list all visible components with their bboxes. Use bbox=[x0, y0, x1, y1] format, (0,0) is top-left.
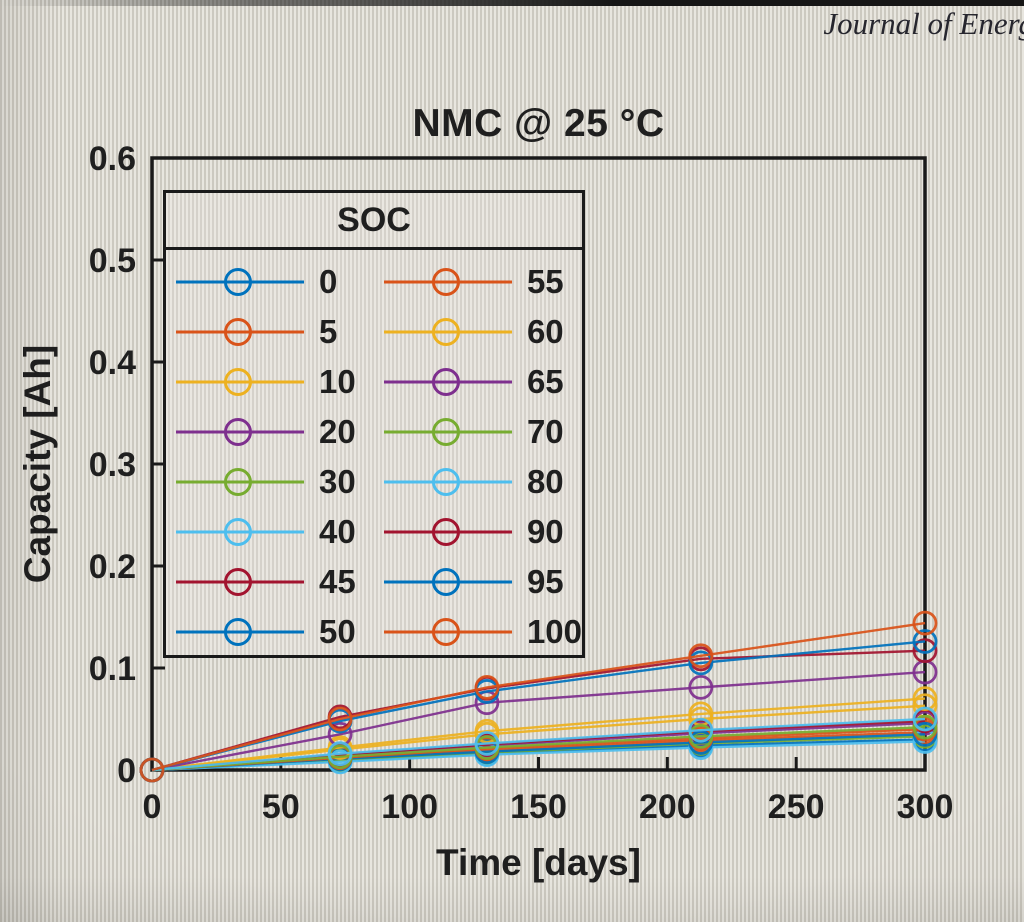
legend-entry-soc-55: 55 bbox=[374, 257, 582, 307]
legend-entry-label: 30 bbox=[319, 463, 356, 500]
data-point-marker-soc-60 bbox=[912, 686, 938, 711]
data-point-marker-soc-70 bbox=[688, 723, 714, 749]
data-point-marker-soc-80 bbox=[688, 717, 714, 743]
legend-line-marker-icon bbox=[383, 518, 512, 546]
legend-entry-soc-70: 70 bbox=[374, 407, 582, 457]
legend-line-marker-icon bbox=[383, 368, 512, 396]
x-tick-label: 100 bbox=[381, 788, 438, 826]
legend-entry-soc-45: 45 bbox=[166, 557, 374, 607]
legend-entry-soc-100: 100 bbox=[374, 607, 582, 657]
series-line-soc-70 bbox=[151, 725, 926, 772]
x-tick-label: 200 bbox=[639, 788, 696, 826]
data-point-marker-soc-95 bbox=[688, 650, 714, 676]
legend-line-marker-icon bbox=[176, 468, 304, 496]
y-tick-label: 0.1 bbox=[89, 650, 136, 688]
legend-body: 0 5 10 20 30 40 45 50 55 60 65 70 80 90 95 100 bbox=[166, 250, 582, 657]
y-tick-label: 0.3 bbox=[89, 446, 136, 484]
legend-entry-label: 5 bbox=[319, 313, 338, 350]
data-point-marker-soc-100 bbox=[912, 610, 938, 636]
legend-entry-label: 55 bbox=[526, 263, 564, 300]
legend-title: SOC bbox=[166, 193, 582, 250]
legend-entry-label: 100 bbox=[526, 613, 582, 650]
x-tick-label: 150 bbox=[510, 788, 567, 826]
legend-entry-soc-60: 60 bbox=[374, 307, 582, 357]
data-point-marker-soc-80 bbox=[474, 731, 500, 756]
legend-entry-soc-20: 20 bbox=[166, 407, 374, 457]
x-tick-label: 250 bbox=[768, 788, 825, 826]
legend-line-marker-icon bbox=[176, 518, 304, 546]
legend-entry-soc-80: 80 bbox=[374, 457, 582, 507]
data-point-marker-soc-100 bbox=[688, 643, 714, 669]
legend-entry-soc-40: 40 bbox=[166, 507, 374, 557]
legend-line-marker-icon bbox=[176, 368, 304, 396]
data-point-marker-soc-70 bbox=[912, 714, 938, 740]
legend-entry-soc-30: 30 bbox=[166, 457, 374, 507]
legend-line-marker-icon bbox=[176, 268, 304, 296]
legend-entry-label: 65 bbox=[526, 363, 564, 400]
chart-title: NMC @ 25 °C bbox=[412, 102, 665, 145]
data-point-marker-soc-100 bbox=[474, 674, 500, 700]
legend-entry-soc-50: 50 bbox=[166, 607, 374, 657]
data-point-marker-soc-100 bbox=[327, 706, 353, 732]
legend-entry-soc-10: 10 bbox=[166, 357, 374, 407]
legend-line-marker-icon bbox=[383, 418, 512, 446]
y-tick-label: 0.6 bbox=[89, 140, 136, 178]
series-line-soc-95 bbox=[151, 640, 926, 772]
legend-entry-label: 50 bbox=[319, 613, 356, 650]
legend-line-marker-icon bbox=[176, 418, 304, 446]
data-point-marker-soc-65 bbox=[688, 674, 714, 700]
y-tick-label: 0 bbox=[117, 752, 136, 790]
legend-entry-label: 45 bbox=[319, 563, 356, 600]
legend-entry-label: 20 bbox=[319, 413, 356, 450]
legend-entry-soc-65: 65 bbox=[374, 357, 582, 407]
legend-line-marker-icon bbox=[176, 568, 304, 596]
legend-line-marker-icon bbox=[383, 268, 512, 296]
data-point-marker-soc-95 bbox=[912, 629, 938, 654]
legend-line-marker-icon bbox=[383, 318, 512, 346]
legend-entry-soc-0: 0 bbox=[166, 257, 374, 307]
data-point-marker-soc-60 bbox=[474, 718, 500, 744]
x-axis-label: Time [days] bbox=[436, 842, 641, 883]
legend-entry-label: 0 bbox=[319, 263, 338, 300]
data-point-marker-soc-90 bbox=[912, 638, 938, 664]
data-point-marker-soc-60 bbox=[327, 735, 353, 760]
legend-entry-label: 40 bbox=[319, 513, 356, 550]
data-point-marker-soc-80 bbox=[327, 741, 353, 767]
series-line-soc-80 bbox=[151, 717, 926, 772]
legend-entry-label: 60 bbox=[526, 313, 564, 350]
legend-entry-soc-90: 90 bbox=[374, 507, 582, 557]
series-line-soc-100 bbox=[151, 621, 926, 772]
journal-header-text: Journal of Energ bbox=[823, 6, 1024, 41]
legend-entry-soc-95: 95 bbox=[374, 557, 582, 607]
legend-entry-label: 95 bbox=[526, 563, 564, 600]
y-tick-label: 0.4 bbox=[89, 344, 136, 382]
legend-line-marker-icon bbox=[383, 618, 512, 646]
x-tick-label: 50 bbox=[262, 788, 300, 826]
legend-entry-label: 90 bbox=[526, 513, 564, 550]
legend-line-marker-icon bbox=[383, 468, 512, 496]
y-tick-label: 0.5 bbox=[89, 242, 136, 280]
legend-entry-label: 10 bbox=[319, 363, 356, 400]
data-point-marker-soc-80 bbox=[912, 706, 938, 732]
legend-entry-label: 70 bbox=[526, 413, 564, 450]
x-tick-label: 0 bbox=[143, 788, 162, 826]
legend-entry-soc-5: 5 bbox=[166, 307, 374, 357]
x-tick-label: 300 bbox=[897, 788, 954, 826]
legend-entry-label: 80 bbox=[526, 463, 564, 500]
legend-line-marker-icon bbox=[176, 618, 304, 646]
legend-box: SOC 0 5 10 20 30 40 45 50 55 60 65 70 80 90 95 100 bbox=[163, 190, 585, 658]
legend-line-marker-icon bbox=[176, 318, 304, 346]
data-point-marker-soc-100 bbox=[139, 757, 165, 783]
y-tick-label: 0.2 bbox=[89, 548, 136, 586]
legend-line-marker-icon bbox=[383, 568, 512, 596]
